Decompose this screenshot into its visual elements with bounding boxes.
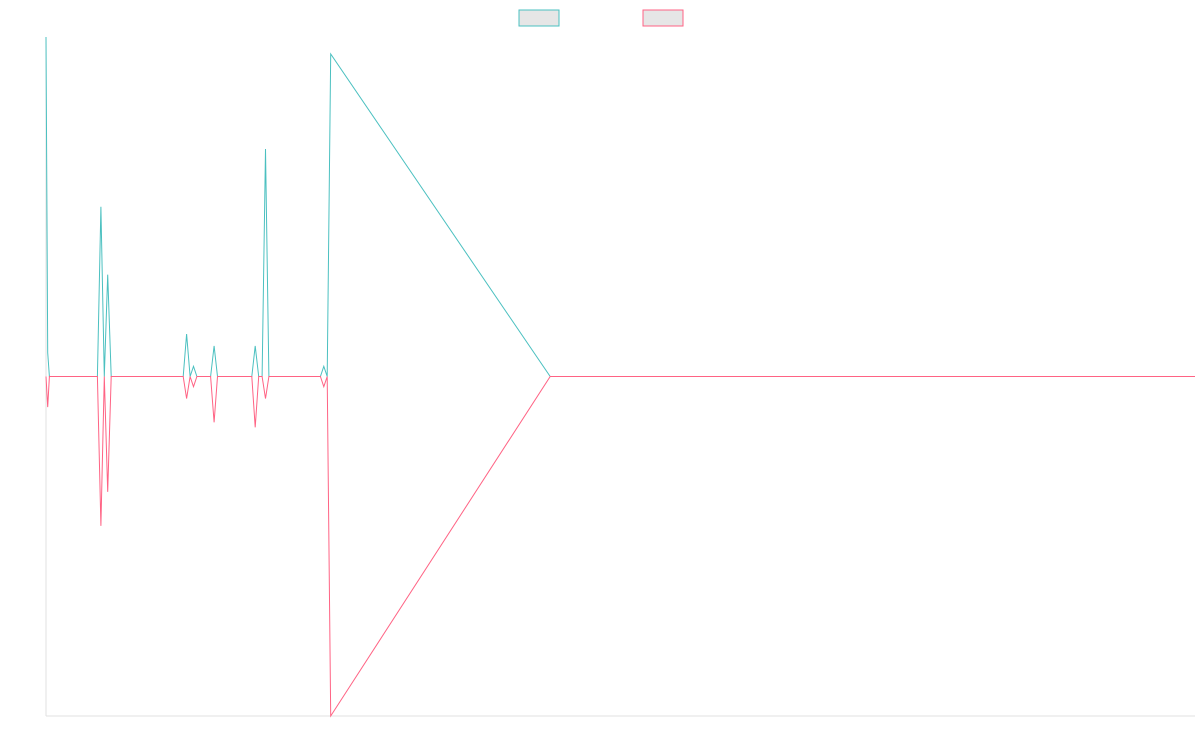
series-line-2 [45, 376, 1195, 718]
legend-swatch-1[interactable] [518, 9, 560, 27]
series-line-1 [45, 36, 1195, 377]
legend[interactable] [518, 9, 684, 27]
plot-area [45, 36, 1195, 718]
legend-swatch-2[interactable] [642, 9, 684, 27]
